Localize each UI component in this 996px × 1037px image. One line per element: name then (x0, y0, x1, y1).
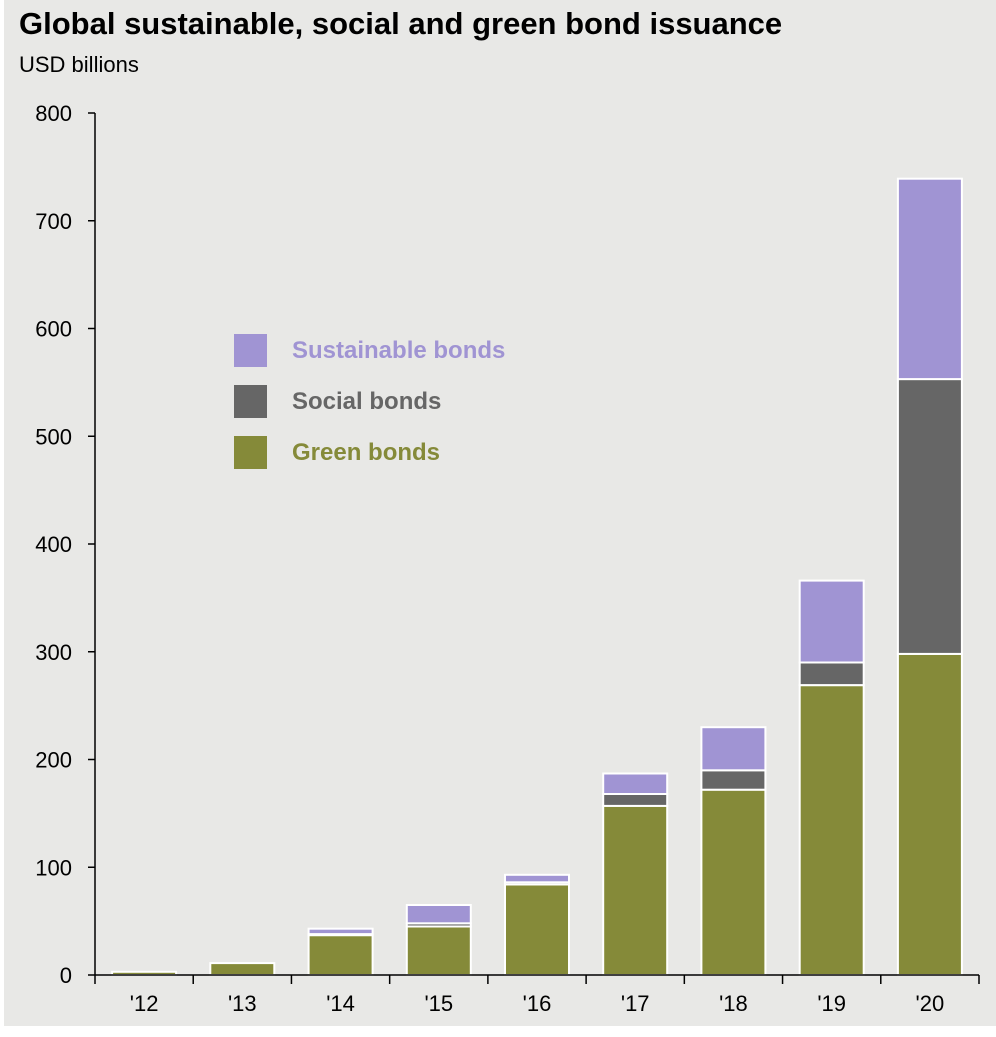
bar-social-bonds (798, 661, 865, 687)
y-tick-label: 700 (35, 209, 72, 234)
bar-social-bonds (700, 769, 767, 791)
bar-green-bonds (700, 788, 767, 977)
legend-label-sustainable: Sustainable bonds (292, 337, 506, 364)
x-tick-label: '18 (719, 991, 748, 1016)
x-tick-label: '16 (523, 991, 552, 1016)
bar-green-bonds (602, 804, 669, 976)
bar-sustainable-bonds (307, 927, 374, 936)
x-tick-label: '13 (228, 991, 257, 1016)
bar-green-bonds (307, 934, 374, 976)
legend-swatch-sustainable (234, 334, 267, 367)
bar-green-bonds (896, 652, 963, 977)
y-tick-label: 600 (35, 317, 72, 342)
legend-swatch-social (234, 385, 267, 418)
y-tick-label: 800 (35, 101, 72, 126)
chart-subtitle: USD billions (19, 52, 139, 77)
y-tick-label: 300 (35, 640, 72, 665)
legend-label-green: Green bonds (292, 439, 441, 466)
x-tick-label: '17 (621, 991, 650, 1016)
y-tick-label: 200 (35, 748, 72, 773)
y-tick-label: 500 (35, 424, 72, 449)
bar-sustainable-bonds (405, 904, 472, 925)
legend-swatch-green (234, 436, 267, 469)
bar-social-bonds (602, 793, 669, 807)
x-tick-label: '19 (817, 991, 846, 1016)
bar-green-bonds (209, 962, 276, 976)
x-tick-label: '12 (130, 991, 159, 1016)
bar-social-bonds (896, 378, 963, 655)
bar-sustainable-bonds (504, 873, 570, 884)
legend-label-social: Social bonds (292, 388, 442, 415)
x-tick-label: '14 (326, 991, 355, 1016)
x-tick-label: '15 (424, 991, 453, 1016)
bar-green-bonds (504, 883, 570, 976)
bar-sustainable-bonds (896, 177, 963, 381)
bar-sustainable-bonds (798, 579, 865, 664)
y-tick-label: 400 (35, 532, 72, 557)
chart-title: Global sustainable, social and green bon… (19, 6, 783, 41)
bar-sustainable-bonds (700, 726, 767, 772)
bar-green-bonds (405, 925, 472, 976)
bar-sustainable-bonds (602, 772, 669, 795)
y-tick-label: 0 (60, 963, 72, 988)
x-tick-label: '20 (916, 991, 945, 1016)
bar-green-bonds (798, 684, 865, 976)
y-tick-label: 100 (35, 855, 72, 880)
